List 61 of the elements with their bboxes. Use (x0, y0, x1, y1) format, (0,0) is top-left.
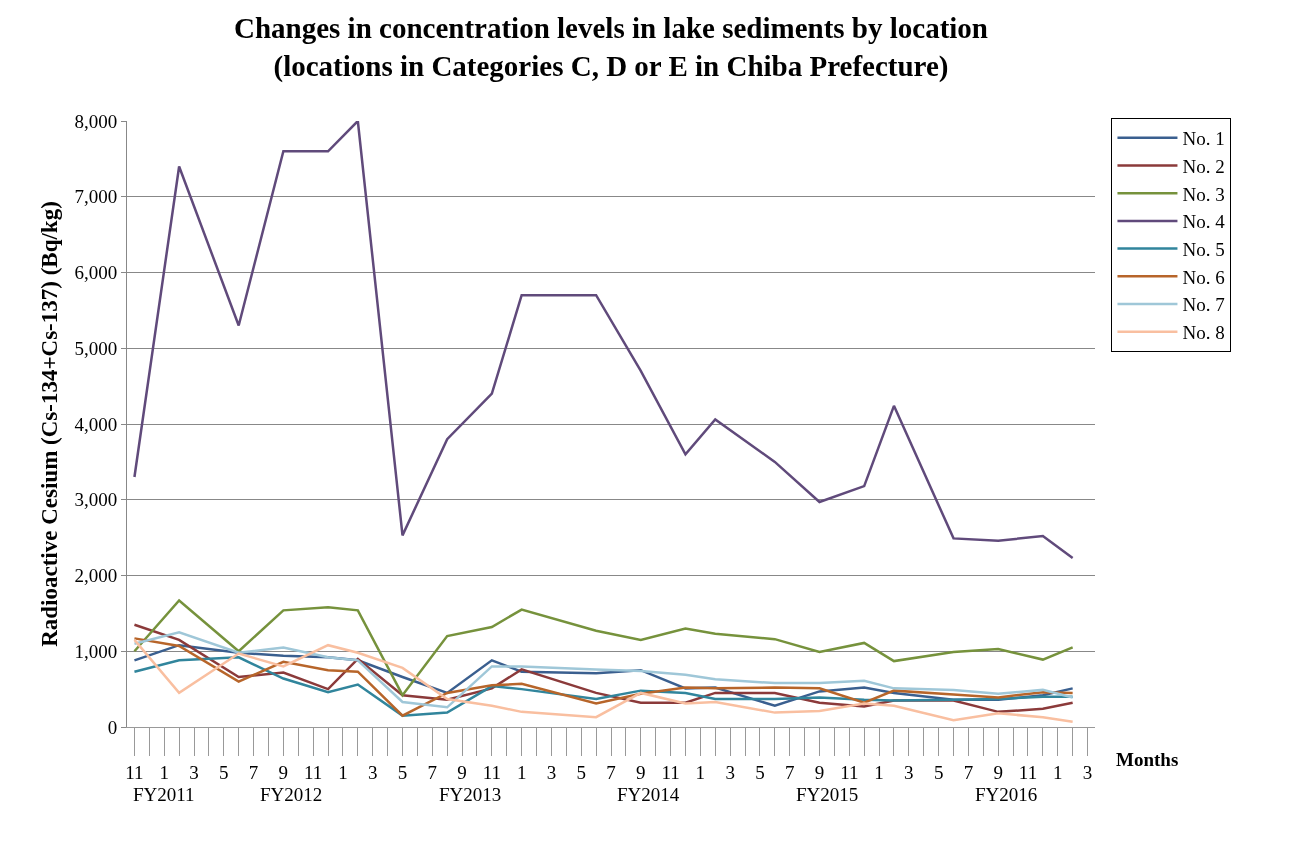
x-tick-label: 11 (840, 761, 859, 783)
x-tick-label: 5 (576, 761, 586, 783)
y-tick-label: 1,000 (74, 640, 118, 662)
x-tick-label: 5 (755, 761, 765, 783)
text: FY2015 (796, 784, 859, 805)
x-tick-label: 11 (1018, 761, 1038, 783)
x-tick-label: 3 (1082, 761, 1093, 783)
x-tick-label: 9 (636, 761, 646, 783)
x-tick-label: 1 (695, 761, 706, 783)
x-tick-label: 7 (963, 761, 974, 783)
x-tick-label: 9 (993, 761, 1003, 783)
legend-label: No. 8 (1182, 322, 1225, 344)
x-tick-label: 3 (367, 761, 378, 783)
x-tick-label: 3 (546, 761, 557, 783)
x-tick-label: 3 (189, 761, 199, 783)
x-tick-label: 5 (219, 761, 229, 783)
line-series (133, 121, 1074, 560)
legend-label: No. 5 (1182, 239, 1225, 261)
y-tick-label: 2,000 (74, 565, 118, 587)
x-tick-label: 5 (933, 761, 944, 783)
y-tick-label: 5,000 (74, 337, 118, 359)
x-tick-label: 1 (1053, 761, 1063, 783)
y-tick-label: 3,000 (74, 489, 118, 511)
x-tick-label: 5 (397, 761, 408, 783)
legend-label: No. 1 (1182, 128, 1225, 150)
text: FY2016 (975, 784, 1038, 805)
x-tick-label: 11 (482, 761, 502, 783)
x-tick-label: 7 (248, 761, 259, 783)
y-tick-label: 7,000 (74, 186, 118, 208)
x-tick-label: 1 (159, 761, 169, 783)
legend-label: No. 6 (1182, 266, 1225, 288)
x-tick-label: 1 (516, 761, 527, 783)
x-tick-label: 11 (125, 761, 144, 783)
x-tick-label: 7 (784, 761, 795, 783)
y-tick-label: 0 (107, 716, 118, 738)
text: FY2012 (260, 784, 323, 805)
text: FY2014 (617, 784, 680, 805)
y-axis-title: Radioactive Cesium (Cs-134+Cs-137) (Bq/kg) (36, 201, 62, 647)
x-axis-title: Months (1116, 749, 1179, 770)
y-tick-label: 8,000 (74, 110, 118, 132)
x-tick-label: 3 (725, 761, 735, 783)
x-tick-label: 9 (814, 761, 825, 783)
x-tick-label: 7 (606, 761, 616, 783)
x-tick-label: 11 (304, 761, 323, 783)
legend-label: No. 2 (1182, 155, 1225, 177)
chart-title: Changes in concentration levels in lake sediments by location (locations in Categories C, D or E in Chiba Prefecture) (233, 12, 989, 83)
x-tick-label: 1 (874, 761, 884, 783)
legend-label: No. 3 (1182, 183, 1225, 205)
line-series (133, 599, 1074, 697)
y-tick-label: 6,000 (74, 262, 118, 284)
x-tick-label: 9 (457, 761, 467, 783)
x-tick-label: 1 (338, 761, 348, 783)
x-tick-label: 7 (427, 761, 438, 783)
y-tick-label: 4,000 (74, 413, 118, 435)
text: FY2011 (133, 784, 195, 805)
x-tick-label: 3 (904, 761, 914, 783)
legend-label: No. 7 (1182, 294, 1225, 316)
legend-label: No. 4 (1182, 211, 1226, 233)
text: FY2013 (439, 784, 502, 805)
x-tick-label: 11 (661, 761, 680, 783)
x-tick-label: 9 (278, 761, 289, 783)
